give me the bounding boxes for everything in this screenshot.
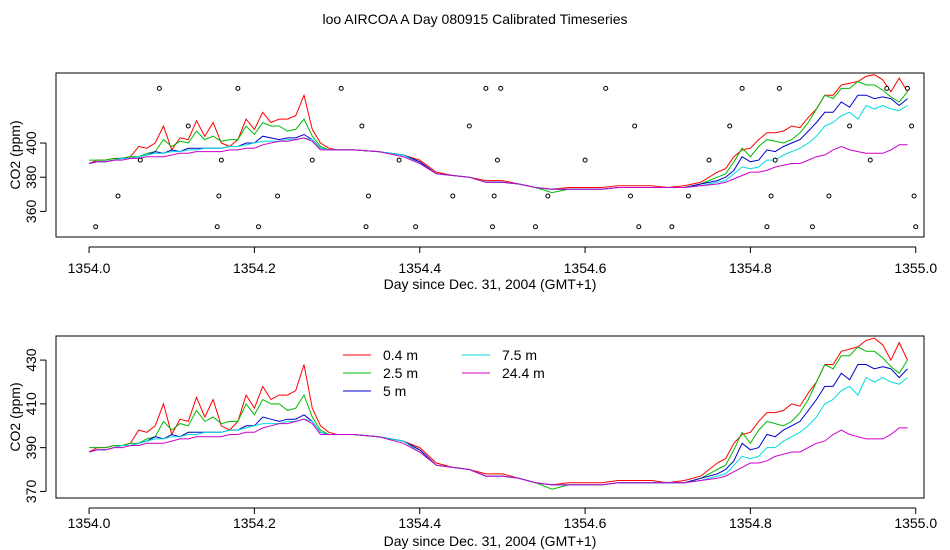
y-tick-label: 370: [23, 480, 39, 504]
x-tick-label: 1354.2: [233, 515, 276, 531]
plot-area: [88, 74, 908, 194]
scatter-point: [884, 85, 890, 91]
x-tick-label: 1354.0: [68, 515, 111, 531]
scatter-point: [867, 157, 873, 163]
legend-label: 5 m: [383, 383, 406, 399]
series-line-24-4-m: [88, 418, 908, 486]
scatter-point: [685, 193, 691, 199]
scatter-point: [275, 193, 281, 199]
chart-panel-2: 1354.0 1354.2 1354.4 1354.6 1354.8 1355.0 Day …: [7, 335, 937, 549]
chart-panel-1: 1354.0 1354.2 1354.4 1354.6 1354.8 1355.0 Day …: [7, 72, 937, 292]
scatter-point: [768, 193, 774, 199]
scatter-point: [214, 224, 220, 230]
y-tick-label: 380: [23, 165, 39, 189]
legend-label: 0.4 m: [383, 347, 418, 363]
scatter-point: [235, 85, 241, 91]
scatter-point: [483, 85, 489, 91]
scatter-point: [826, 193, 832, 199]
scatter-point: [365, 193, 371, 199]
scatter-point: [603, 85, 609, 91]
scatter-point: [727, 123, 733, 129]
scatter-point: [669, 224, 675, 230]
scatter-point: [706, 157, 712, 163]
scatter-point: [413, 224, 419, 230]
scatter-point: [115, 193, 121, 199]
legend-label: 7.5 m: [502, 347, 537, 363]
y-tick-label: 390: [23, 436, 39, 460]
scatter-point: [636, 224, 642, 230]
y-axis-label: CO2 (ppm): [7, 382, 23, 451]
x-tick-label: 1354.8: [729, 515, 772, 531]
plot-frame: [55, 335, 925, 499]
scatter-point: [185, 123, 191, 129]
x-tick-label: 1354.8: [729, 260, 772, 276]
scatter-point: [739, 85, 745, 91]
scatter-point: [913, 224, 919, 230]
scatter-point: [309, 157, 315, 163]
plot-area: [88, 337, 908, 490]
scatter-point: [93, 224, 99, 230]
y-tick-label: 410: [23, 392, 39, 416]
page-title: loo AIRCOA A Day 080915 Calibrated Times…: [322, 11, 628, 27]
x-tick-label: 1354.0: [68, 260, 111, 276]
scatter-point: [137, 157, 143, 163]
scatter-point: [582, 157, 588, 163]
x-tick-label: 1354.4: [398, 515, 441, 531]
series-line-0-4-m: [88, 337, 908, 486]
y-tick-label: 400: [23, 131, 39, 155]
series-line-7-5-m: [88, 104, 908, 190]
scatter-point: [632, 123, 638, 129]
scatter-point: [489, 224, 495, 230]
scatter-point: [494, 157, 500, 163]
y-tick-label: 360: [23, 199, 39, 223]
scatter-point: [156, 85, 162, 91]
scatter-point: [491, 193, 497, 199]
scatter-point: [764, 224, 770, 230]
x-tick-label: 1354.4: [398, 260, 441, 276]
x-axis-label: Day since Dec. 31, 2004 (GMT+1): [384, 533, 597, 549]
scatter-point: [532, 224, 538, 230]
x-axis-label: Day since Dec. 31, 2004 (GMT+1): [384, 276, 597, 292]
series-line-2-5-m: [89, 80, 908, 194]
x-tick-label: 1354.6: [564, 515, 607, 531]
x-tick-label: 1354.6: [564, 260, 607, 276]
series-line-0-4-m: [88, 74, 908, 190]
scatter-point: [809, 224, 815, 230]
scatter-point: [338, 85, 344, 91]
y-tick-label: 430: [23, 348, 39, 372]
plot-frame: [55, 72, 925, 238]
scatter-point: [218, 157, 224, 163]
series-line-24-4-m: [88, 137, 908, 190]
legend: 0.4 m 2.5 m 5 m 7.5 m 24.4 m: [343, 347, 545, 399]
scatter-point: [847, 123, 853, 129]
scatter-point: [396, 157, 402, 163]
series-line-2-5-m: [89, 346, 908, 490]
scatter-point: [545, 193, 551, 199]
scatter-point: [450, 193, 456, 199]
scatter-point: [363, 224, 369, 230]
scatter-point: [776, 85, 782, 91]
x-tick-label: 1355.0: [894, 515, 937, 531]
scatter-point: [256, 224, 262, 230]
scatter-point: [216, 193, 222, 199]
scatter-point: [466, 123, 472, 129]
scatter-point: [628, 193, 634, 199]
legend-label: 2.5 m: [383, 365, 418, 381]
scatter-point: [904, 85, 910, 91]
scatter-point: [911, 193, 917, 199]
scatter-point: [772, 157, 778, 163]
y-axis-label: CO2 (ppm): [7, 120, 23, 189]
x-tick-label: 1355.0: [894, 260, 937, 276]
scatter-point: [498, 85, 504, 91]
scatter-point: [359, 123, 365, 129]
x-tick-label: 1354.2: [233, 260, 276, 276]
series-line-7-5-m: [88, 376, 908, 486]
legend-label: 24.4 m: [502, 365, 545, 381]
scatter-point: [909, 123, 915, 129]
